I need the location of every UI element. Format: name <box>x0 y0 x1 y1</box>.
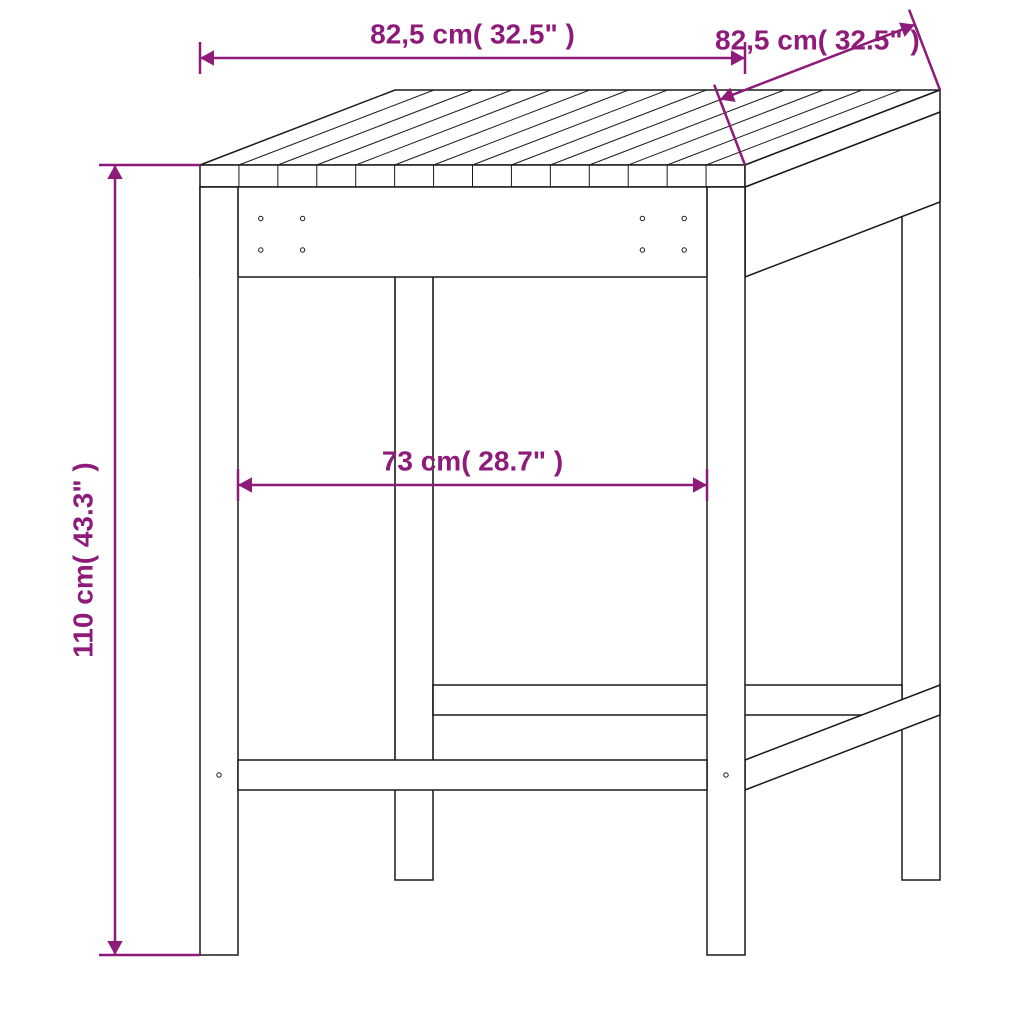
dim-depth-label: 82,5 cm( 32.5" ) <box>715 25 920 56</box>
dim-inner-label: 73 cm( 28.7" ) <box>382 445 563 476</box>
stretcher-front <box>238 760 707 790</box>
front-structure <box>200 187 745 955</box>
leg-front-right <box>707 187 745 955</box>
dim-width-label: 82,5 cm( 32.5" ) <box>370 18 575 49</box>
dim-height-label: 110 cm( 43.3" ) <box>67 462 98 657</box>
leg-front-left <box>200 187 238 955</box>
apron-front <box>200 187 745 277</box>
leg-back-right <box>902 112 940 880</box>
stretcher-back <box>433 685 902 715</box>
